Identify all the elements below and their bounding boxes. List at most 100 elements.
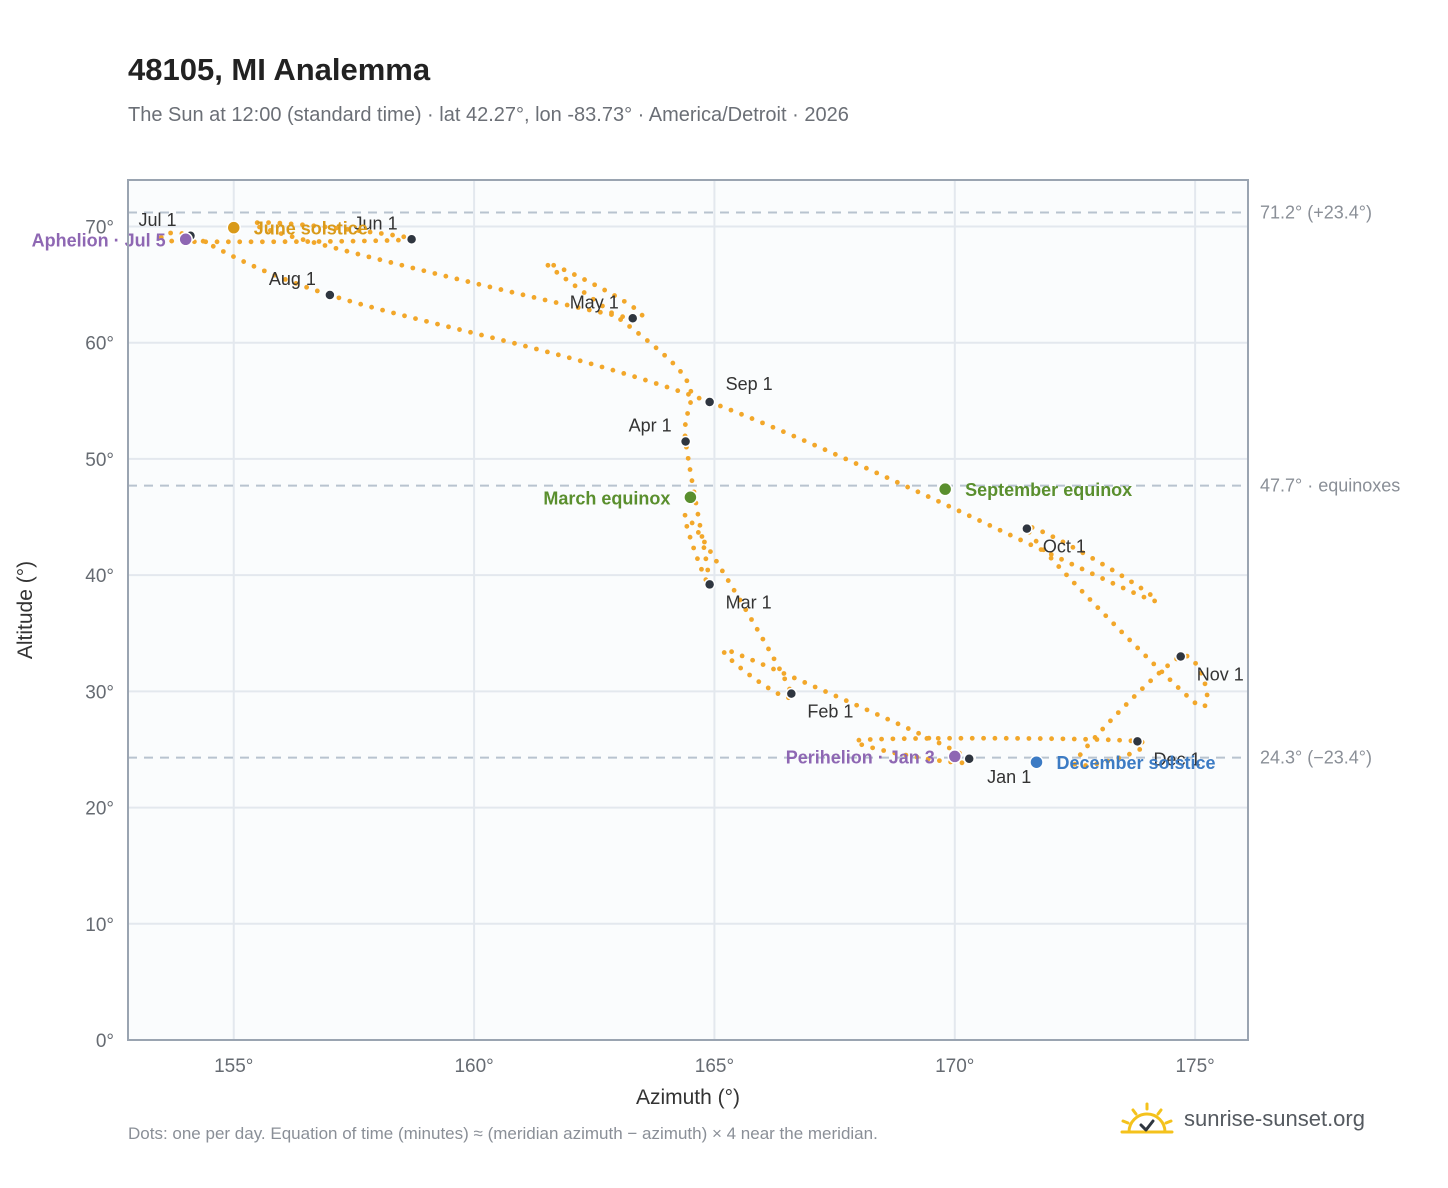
daily-sun-dot [833,693,839,699]
x-tick-label: 160° [454,1056,493,1077]
daily-sun-dot [443,273,449,279]
daily-sun-dot [729,658,735,664]
daily-sun-dot [314,288,320,294]
daily-sun-dot [551,262,557,268]
month-marker [1174,650,1187,663]
daily-sun-dot [664,384,670,390]
daily-sun-dot [1143,653,1149,659]
daily-sun-dot [1070,544,1076,550]
daily-sun-dot [1129,579,1134,585]
daily-sun-dot [856,737,862,743]
daily-sun-dot [853,461,859,466]
month-label: Jan 1 [987,767,1031,787]
daily-sun-dot [1192,700,1198,706]
daily-sun-dot [935,735,941,741]
daily-sun-dot [843,456,849,462]
daily-sun-dot [739,411,744,417]
daily-sun-dot [766,646,771,652]
daily-sun-dot [1087,597,1093,602]
daily-sun-dot [885,716,891,722]
daily-sun-dot [384,238,390,243]
daily-sun-dot [743,607,749,613]
daily-sun-dot [1152,598,1158,604]
daily-sun-dot [339,238,345,244]
daily-sun-dot [545,262,551,268]
daily-sun-dot [721,650,727,655]
daily-sun-dot [534,346,539,352]
daily-sun-dot [293,239,299,245]
footnote: Dots: one per day. Equation of time (min… [128,1124,878,1143]
daily-sun-dot [905,726,911,731]
daily-sun-dot [344,248,350,254]
month-label: Feb 1 [807,702,853,722]
daily-sun-dot [1175,685,1181,690]
daily-sun-dot [282,277,288,282]
daily-sun-dot [688,400,693,405]
reference-lines: 71.2° (+23.4°) 47.7° · equinoxes 24.3° (−2… [128,203,1400,768]
daily-sun-dot [760,636,766,642]
daily-sun-dot [311,240,317,245]
daily-sun-dot [936,498,941,504]
daily-sun-dot [956,508,962,514]
daily-sun-dot [289,234,295,240]
daily-sun-dot [771,656,777,662]
month-label: Apr 1 [629,415,672,435]
daily-sun-dot [684,378,690,384]
daily-sun-dot [696,395,702,401]
daily-sun-dot [304,284,310,290]
daily-sun-dot [914,754,920,760]
y-tick-label: 60° [85,334,114,355]
daily-sun-dot [395,237,401,243]
daily-sun-dot [1100,561,1105,567]
daily-sun-dot [1151,661,1157,667]
brand-logo[interactable]: sunrise-sunset.org [1120,1102,1365,1136]
month-label: Sep 1 [726,374,773,394]
y-tick-label: 40° [85,566,114,587]
daily-sun-dot [1028,542,1034,548]
daily-sun-dot [738,665,744,671]
daily-sun-dot [367,229,373,235]
daily-sun-dot [1100,726,1106,732]
y-tick-label: 50° [85,450,114,471]
daily-sun-dot [1094,737,1100,742]
daily-sun-dot [760,662,766,668]
daily-sun-dot [1026,736,1032,741]
daily-sun-dot [1056,564,1062,569]
analemma-curve [158,220,1210,768]
daily-sun-dot [327,238,333,244]
daily-sun-dot [969,735,975,741]
daily-sun-dot [358,301,364,307]
x-tick-label: 165° [695,1056,734,1077]
daily-sun-dot [487,284,493,290]
daily-sun-dot [214,239,220,245]
daily-sun-dot [653,345,659,351]
daily-sun-dot [760,420,765,426]
daily-sun-dot [1110,580,1116,586]
daily-sun-dot [257,224,262,230]
event-marker [947,749,963,764]
daily-sun-dot [747,672,752,678]
daily-sun-dot [643,377,648,383]
daily-sun-dot [531,295,537,300]
daily-sun-dot [913,736,918,741]
daily-sun-dot [322,224,328,230]
daily-sun-dot [333,245,339,251]
daily-sun-dot [644,338,650,343]
daily-sun-dot [1103,613,1109,619]
daily-sun-dot [413,316,418,321]
daily-sun-dot [966,513,972,519]
daily-sun-dot [220,249,226,254]
daily-sun-dot [300,222,305,228]
daily-sun-dot [686,391,691,397]
daily-sun-dot [879,736,884,742]
daily-sun-dot [687,467,693,472]
daily-sun-dot [476,281,482,287]
y-tick-label: 0° [96,1031,114,1052]
daily-sun-dot [454,276,460,282]
daily-sun-dot [288,221,294,227]
daily-sun-dot [347,298,353,304]
daily-sun-dot [874,470,880,476]
daily-sun-dot [1048,555,1054,561]
daily-sun-dot [1050,534,1056,540]
